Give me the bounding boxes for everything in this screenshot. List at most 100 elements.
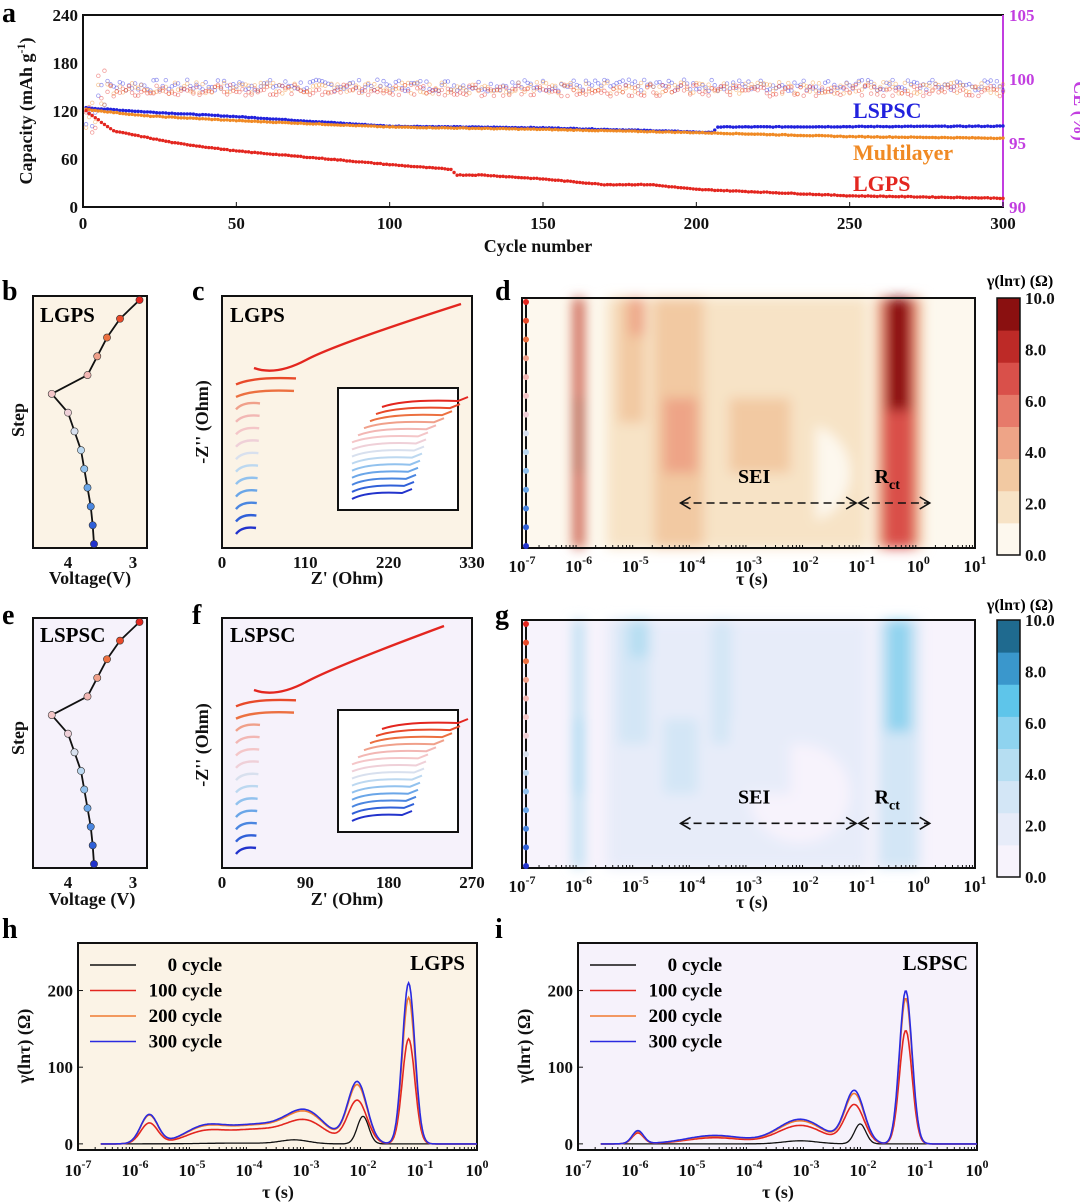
- panel-label-h: h: [2, 914, 18, 945]
- g-step-marker: [523, 788, 529, 795]
- a-capacity-point-lgps: [302, 155, 306, 159]
- d-step-marker: [523, 374, 529, 381]
- a-capacity-point-lgps: [768, 190, 772, 195]
- a-ce-point-lgps: [304, 89, 310, 94]
- a-capacity-point-multilayer: [210, 117, 214, 122]
- a-capacity-point-multilayer: [915, 135, 919, 140]
- a-capacity-point-multilayer: [99, 109, 104, 113]
- a-ce-point-multilayer: [304, 89, 310, 95]
- a-ce-point-multilayer: [553, 83, 558, 89]
- a-ce-point-lgps: [973, 84, 978, 89]
- e-step-point: [83, 692, 92, 701]
- a-capacity-point-lspsc: [992, 124, 996, 129]
- a-capacity-point-lgps: [642, 183, 646, 187]
- a-ce-point-multilayer: [918, 89, 923, 94]
- a-ce-point-lgps: [921, 93, 926, 99]
- a-ce-point-multilayer: [396, 86, 402, 91]
- a-ce-point-lgps: [378, 87, 383, 93]
- a-capacity-point-lgps: [614, 183, 619, 187]
- a-capacity-point-lgps: [118, 130, 122, 134]
- a-capacity-point-lgps: [608, 182, 613, 187]
- a-ce-point-lspsc: [537, 88, 543, 93]
- a-ce-point-lgps: [666, 84, 671, 90]
- a-y2tick-label: 100: [1009, 70, 1035, 89]
- a-ce-point-multilayer: [191, 89, 196, 95]
- a-ce-point-lspsc: [185, 77, 190, 83]
- a-capacity-point-lgps: [170, 140, 174, 145]
- a-capacity-point-lspsc: [151, 110, 156, 114]
- h-curve-100-cycle: [100, 1037, 477, 1145]
- a-capacity-point-lgps: [535, 176, 539, 180]
- a-ce-point-multilayer: [872, 81, 877, 87]
- a-ce-point-lgps: [212, 84, 218, 90]
- a-capacity-point-lspsc: [752, 124, 757, 129]
- a-ce-point-multilayer: [626, 83, 632, 89]
- a-capacity-point-lspsc: [197, 113, 202, 117]
- a-ce-point-multilayer: [973, 85, 978, 90]
- a-ce-point-lspsc: [979, 84, 984, 90]
- a-ce-point-multilayer: [408, 91, 414, 96]
- a-capacity-point-multilayer: [139, 113, 143, 117]
- a-capacity-point-multilayer: [338, 123, 343, 127]
- a-ce-point-multilayer: [123, 87, 129, 93]
- a-capacity-point-lgps: [725, 188, 729, 193]
- a-capacity-point-lgps: [259, 151, 263, 155]
- a-capacity-point-lgps: [433, 166, 438, 170]
- a-ce-point-multilayer: [507, 91, 512, 96]
- a-capacity-point-multilayer: [654, 130, 659, 134]
- g-xtick-label: 10-6: [565, 873, 592, 896]
- a-ce-point-lgps: [681, 88, 687, 93]
- a-ce-point-multilayer: [227, 89, 233, 94]
- d-xtick-label: 10-7: [509, 553, 536, 576]
- a-ce-point-multilayer: [881, 80, 886, 85]
- a-ce-point-lspsc: [718, 84, 724, 89]
- a-capacity-point-multilayer: [108, 110, 113, 114]
- a-ce-point-lgps: [433, 87, 438, 92]
- a-ce-point-multilayer: [924, 82, 929, 88]
- a-capacity-point-lgps: [87, 111, 91, 116]
- a-ce-point-multilayer: [599, 85, 604, 91]
- a-capacity-point-lgps: [670, 185, 674, 189]
- a-ce-point-lgps: [353, 85, 359, 90]
- c-impedance-curve: [235, 376, 297, 386]
- a-capacity-point-lspsc: [108, 107, 113, 111]
- c-xtick-label: 220: [376, 553, 402, 572]
- a-ce-point-multilayer: [832, 91, 837, 96]
- a-ce-point-multilayer: [528, 83, 533, 88]
- a-capacity-point-multilayer: [795, 133, 800, 138]
- a-ce-point-multilayer: [709, 86, 714, 91]
- a-ce-point-lgps: [997, 93, 1003, 99]
- a-capacity-point-lspsc: [863, 124, 867, 129]
- a-ce-point-lgps: [589, 90, 595, 96]
- a-capacity-point-lgps: [817, 192, 821, 197]
- f-inset-curve: [375, 725, 461, 738]
- a-ce-point-multilayer: [129, 81, 135, 86]
- a-capacity-point-multilayer: [271, 120, 275, 125]
- a-capacity-point-lgps: [584, 181, 588, 185]
- a-ce-point-lgps: [209, 89, 214, 94]
- a-capacity-point-lspsc: [207, 113, 211, 117]
- a-ce-point-multilayer: [663, 88, 668, 93]
- a-ce-point-multilayer: [537, 86, 543, 91]
- i-xtick-label-base: 10: [793, 1161, 810, 1180]
- a-capacity-point-lspsc: [979, 124, 984, 129]
- a-capacity-point-multilayer: [308, 122, 312, 126]
- a-ylabel-sup: -1: [14, 44, 28, 54]
- a-capacity-point-multilayer: [921, 135, 925, 140]
- a-capacity-point-lgps: [348, 159, 352, 163]
- a-ce-point-multilayer: [353, 83, 359, 88]
- g-xtick-label: 10-2: [792, 873, 819, 896]
- c-inset-curve: [351, 459, 421, 472]
- a-capacity-point-multilayer: [924, 135, 929, 140]
- a-capacity-point-multilayer: [154, 114, 159, 118]
- a-ylabel-main: Capacity (mAh g: [16, 54, 37, 185]
- a-ce-point-lgps: [804, 88, 809, 94]
- a-ce-point-lspsc: [359, 88, 365, 94]
- a-capacity-point-lspsc: [890, 125, 895, 129]
- e-step-point: [86, 822, 95, 831]
- a-capacity-point-lgps: [685, 186, 689, 190]
- a-capacity-point-multilayer: [311, 122, 315, 126]
- a-capacity-point-multilayer: [479, 126, 484, 131]
- i-xtick-label-base: 10: [907, 1161, 924, 1180]
- a-capacity-point-lgps: [464, 173, 469, 177]
